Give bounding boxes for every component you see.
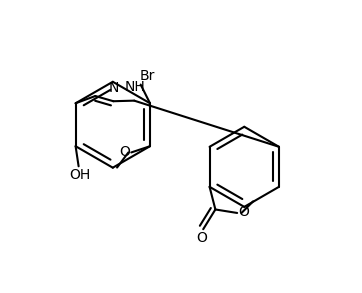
Text: OH: OH	[70, 168, 91, 182]
Text: NH: NH	[125, 80, 145, 94]
Text: Br: Br	[139, 69, 155, 83]
Text: O: O	[238, 205, 249, 219]
Text: O: O	[196, 231, 207, 245]
Text: O: O	[119, 145, 130, 159]
Text: N: N	[109, 81, 119, 95]
